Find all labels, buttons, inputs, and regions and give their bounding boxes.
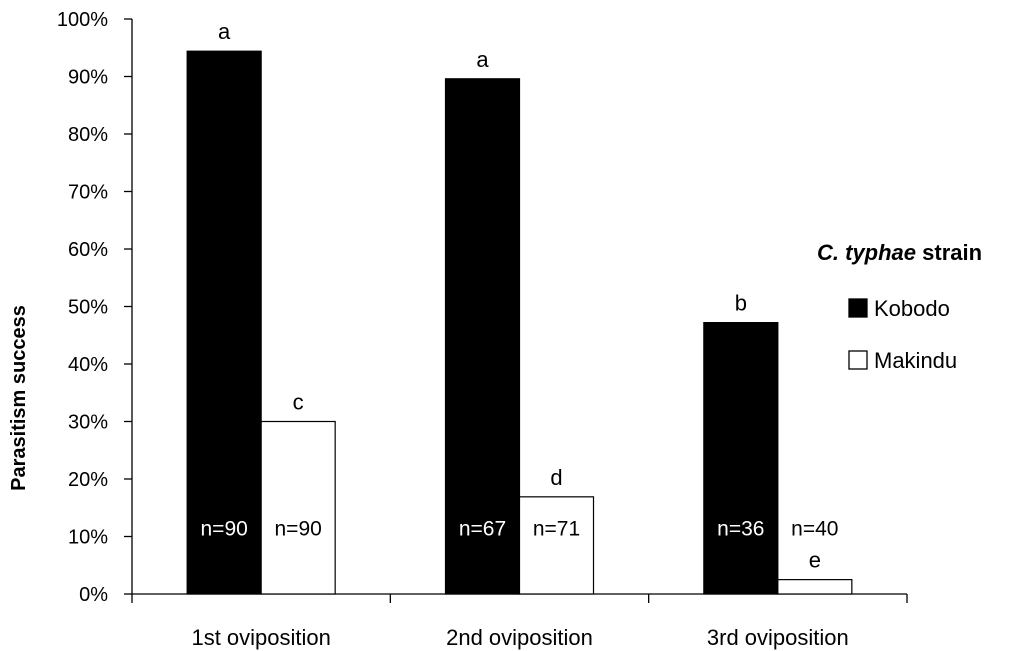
y-tick-label: 70% — [68, 182, 108, 204]
significance-label: e — [809, 548, 821, 573]
x-tick-label: 3rd oviposition — [707, 625, 849, 650]
significance-label: a — [218, 19, 231, 44]
bar-makindu — [518, 496, 595, 595]
y-axis-label: Parasitism success — [8, 305, 30, 491]
bar-kobodo — [186, 50, 262, 595]
significance-label: c — [293, 390, 304, 415]
bar-labels: a n=90 c n=90 a n=67 d n=71 b n=36 e n=40 — [201, 19, 839, 572]
sample-size-label: n=71 — [533, 517, 580, 540]
y-tick-label: 0% — [79, 584, 108, 606]
significance-label: b — [735, 291, 747, 316]
legend-label-kobodo: Kobodo — [874, 296, 950, 321]
x-tick-label: 2nd oviposition — [446, 625, 593, 650]
x-axis: 1st oviposition 2nd oviposition 3rd ovipos… — [131, 593, 908, 650]
y-tick-label: 40% — [68, 354, 108, 376]
y-tick-label: 90% — [68, 67, 108, 89]
sample-size-label: n=90 — [201, 517, 248, 540]
significance-label: d — [550, 465, 562, 490]
sample-size-label: n=90 — [275, 517, 322, 540]
bars — [186, 50, 853, 595]
y-axis: 0% 10% 20% 30% 40% 50% 60% 70% 80% 90% 100% — [57, 9, 133, 606]
legend-title-rest: strain — [916, 240, 982, 265]
sample-size-label: n=36 — [717, 517, 764, 540]
legend-title-italic: C. typhae — [817, 240, 916, 265]
y-tick-label: 10% — [68, 527, 108, 549]
sample-size-label: n=40 — [791, 517, 838, 540]
bar-kobodo — [703, 322, 779, 595]
legend-swatch-makindu — [848, 350, 868, 370]
y-tick-label: 60% — [68, 239, 108, 261]
bar-makindu — [260, 420, 336, 595]
x-tick-label: 1st oviposition — [191, 625, 330, 650]
y-tick-label: 50% — [68, 297, 108, 319]
y-tick-label: 80% — [68, 124, 108, 146]
sample-size-label: n=67 — [459, 517, 506, 540]
significance-label: a — [476, 47, 489, 72]
y-tick-label: 30% — [68, 412, 108, 434]
legend: C. typhae strain Kobodo Makindu — [817, 240, 982, 373]
bar-makindu — [777, 579, 853, 595]
legend-title: C. typhae strain — [817, 240, 982, 265]
legend-label-makindu: Makindu — [874, 348, 957, 373]
y-tick-label: 100% — [57, 9, 108, 31]
y-tick-label: 20% — [68, 469, 108, 491]
legend-swatch-kobodo — [848, 298, 868, 318]
bar-kobodo — [444, 78, 521, 595]
